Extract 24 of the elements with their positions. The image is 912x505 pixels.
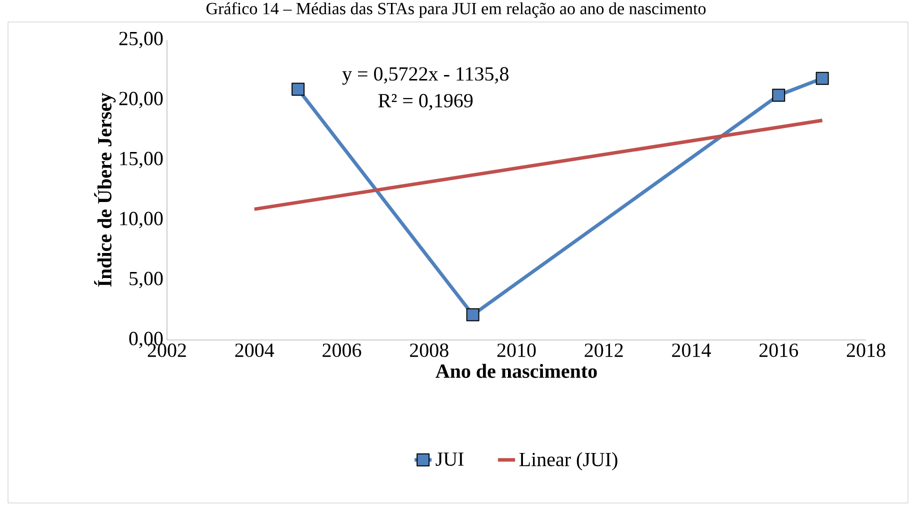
y-tick-label: 25,00 bbox=[119, 32, 163, 48]
x-tick-label: 2006 bbox=[322, 344, 362, 358]
y-tick-label: 20,00 bbox=[119, 92, 163, 108]
point bbox=[466, 308, 480, 322]
legend-label: Linear (JUI) bbox=[519, 452, 618, 470]
x-tick-label: 2018 bbox=[846, 344, 886, 358]
x-tick-label: 2010 bbox=[497, 344, 536, 358]
x-tick-label: 2012 bbox=[584, 344, 623, 358]
x-axis-title: Ano de nascimento bbox=[436, 364, 597, 378]
x-tick-label: 2004 bbox=[235, 344, 274, 358]
point bbox=[816, 72, 829, 85]
x-tick-label: 2014 bbox=[672, 344, 711, 358]
chart-title: Gráfico 14 – Médias das STAs para JUI em relação ao ano de nascimento bbox=[206, 2, 706, 18]
x-tick-label: 2016 bbox=[760, 344, 798, 358]
annotation: y = 0,5722x - 1135,8 bbox=[342, 67, 508, 85]
point bbox=[772, 88, 786, 102]
legend-label: JUI bbox=[436, 452, 464, 466]
annotation: R² = 0,1969 bbox=[378, 94, 473, 110]
y-tick-label: 5,00 bbox=[130, 272, 163, 288]
y-axis-title: Índice de Úbere Jersey bbox=[94, 92, 116, 287]
y-tick-label: 10,00 bbox=[120, 212, 163, 228]
x-tick-label: 2008 bbox=[410, 344, 448, 358]
y-tick-label: 15,00 bbox=[120, 152, 163, 168]
point bbox=[292, 82, 305, 96]
